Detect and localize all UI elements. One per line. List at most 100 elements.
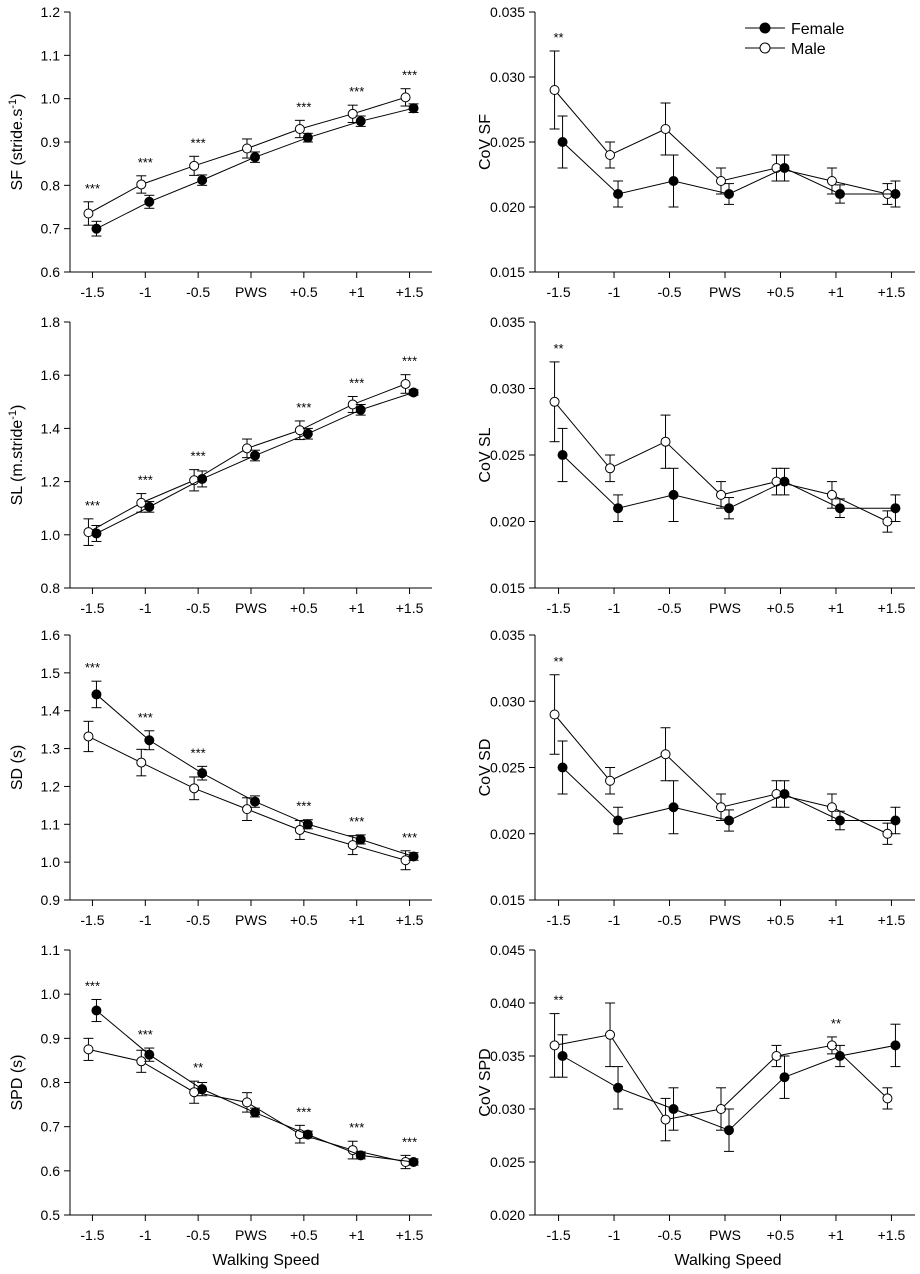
y-tick-label: 0.025	[490, 760, 525, 776]
y-tick-label: 0.035	[490, 1048, 525, 1064]
significance-label: ***	[138, 710, 153, 725]
data-point-male	[605, 1029, 616, 1040]
data-point-male	[136, 179, 147, 190]
data-point-male	[660, 124, 671, 134]
significance-label: ***	[85, 978, 100, 993]
y-tick-label: 1.0	[41, 527, 61, 543]
data-point-female	[613, 503, 624, 514]
chart-panel-sd: 0.9 1.0 1.1 1.2 1.3 1.4 1.5 1.6 -1.5 -1 -0.5 PWS +0.…	[9, 627, 432, 928]
data-point-female	[724, 189, 734, 199]
y-tick-label: 0.025	[490, 447, 525, 463]
significance-label: ***	[85, 660, 100, 675]
y-tick-label: 0.020	[490, 514, 525, 530]
chart-panel-cov-sd: 0.015 0.020 0.025 0.030 0.035 -1.5 -1 -0.5 PWS +0…	[477, 627, 915, 928]
chart-panel-cov-sl: 0.015 0.020 0.025 0.030 0.035 -1.5 -1 -0.5 PWS +0…	[477, 314, 915, 616]
data-point-female	[302, 819, 313, 830]
y-tick-label: 1.0	[41, 986, 61, 1002]
x-tick-label: +0.5	[767, 1227, 795, 1243]
significance-label: ***	[138, 1027, 153, 1042]
x-tick-label: -1	[139, 600, 152, 616]
data-point-female	[144, 1049, 155, 1060]
chart-panel-sf: 0.6 0.7 0.8 0.9 1.0 1.1 1.2 -1.5 -1 -0.5 PWS +0.5 +1…	[7, 4, 432, 300]
data-point-female	[724, 815, 734, 826]
x-tick-label: -0.5	[186, 912, 210, 928]
significance-label: ***	[296, 799, 311, 814]
data-point-female	[302, 132, 313, 143]
x-tick-label: +1	[828, 600, 844, 616]
y-tick-label: 0.025	[490, 1154, 525, 1170]
data-point-male	[660, 1114, 671, 1125]
significance-label: ***	[402, 68, 417, 83]
x-tick-label: -1	[608, 600, 621, 616]
y-tick-label: 0.030	[490, 1101, 525, 1117]
data-point-female	[144, 196, 155, 207]
data-point-male	[400, 92, 411, 103]
data-point-male	[549, 396, 560, 407]
data-point-male	[83, 527, 94, 538]
data-point-female	[408, 851, 419, 862]
significance-label: ***	[85, 498, 100, 513]
chart-panel-sl: 0.8 1.0 1.2 1.4 1.6 1.8 -1.5 -1 -0.5 PWS +0.5 +1 +1.…	[7, 314, 432, 616]
x-tick-label: -0.5	[186, 1227, 210, 1243]
significance-label: ***	[349, 814, 364, 829]
y-tick-label: 1.5	[41, 665, 61, 681]
data-point-female	[779, 1072, 790, 1083]
x-tick-label: -1.5	[80, 600, 104, 616]
x-tick-label: +1.5	[396, 284, 424, 300]
x-tick-label: -1.5	[546, 912, 570, 928]
y-tick-label: 1.4	[41, 420, 61, 436]
data-point-female	[250, 796, 260, 807]
x-tick-label: -1	[139, 284, 152, 300]
y-axis-label: CoV SL	[477, 427, 494, 482]
data-point-female	[197, 473, 208, 484]
x-tick-label: -0.5	[657, 284, 681, 300]
data-point-male	[549, 709, 560, 720]
x-tick-label: +1	[828, 912, 844, 928]
x-tick-label: +0.5	[767, 600, 795, 616]
x-tick-label: +1.5	[878, 1227, 906, 1243]
x-tick-label: -1	[139, 1227, 152, 1243]
y-tick-label: 0.035	[490, 314, 525, 330]
y-tick-label: 0.6	[41, 264, 61, 280]
data-point-female	[557, 1051, 568, 1061]
data-point-female	[668, 1104, 679, 1114]
data-point-female	[834, 503, 845, 514]
significance-label: ***	[402, 1134, 417, 1149]
legend-male-label: Male	[791, 41, 826, 58]
data-point-female	[197, 768, 208, 779]
data-point-female	[408, 1157, 419, 1167]
data-point-female	[302, 1129, 313, 1140]
data-point-female	[197, 1084, 208, 1095]
x-tick-label: +1.5	[878, 600, 906, 616]
chart-panel-cov-sf: 0.015 0.020 0.025 0.030 0.035 -1.5 -1 -0.5 PWS +0…	[477, 4, 915, 300]
data-point-female	[834, 1051, 845, 1061]
significance-label: ***	[402, 354, 417, 369]
data-point-female	[355, 1150, 366, 1161]
data-point-female	[834, 815, 845, 826]
data-point-female	[613, 189, 624, 199]
data-point-female	[250, 1107, 260, 1118]
y-axis-label: SD (s)	[9, 745, 26, 790]
data-point-male	[549, 1040, 560, 1051]
significance-label: ***	[296, 400, 311, 415]
data-point-male	[605, 775, 616, 786]
data-point-female	[668, 802, 679, 813]
significance-label: ***	[349, 1120, 364, 1135]
x-tick-label: -0.5	[657, 912, 681, 928]
data-point-male	[347, 108, 358, 119]
y-tick-label: 1.1	[41, 942, 61, 958]
data-point-female	[613, 1082, 624, 1093]
data-point-female	[302, 428, 313, 439]
y-tick-label: 1.2	[41, 474, 61, 490]
data-point-male	[242, 143, 252, 154]
y-tick-label: 1.2	[41, 778, 61, 794]
data-point-male	[826, 802, 837, 813]
x-tick-label: +1.5	[878, 284, 906, 300]
x-tick-label: -1.5	[80, 912, 104, 928]
y-tick-label: 0.6	[41, 1163, 61, 1179]
x-tick-label: +0.5	[290, 284, 318, 300]
data-point-male	[242, 443, 252, 454]
x-tick-label: +0.5	[290, 600, 318, 616]
significance-label: **	[553, 341, 563, 356]
